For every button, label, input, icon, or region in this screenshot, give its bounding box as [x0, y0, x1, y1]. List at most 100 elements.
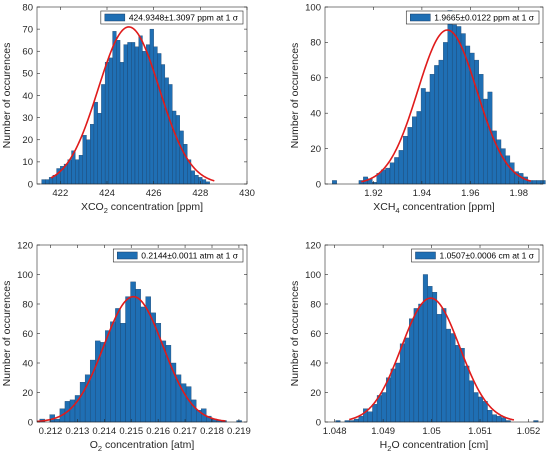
histogram-bar: [404, 337, 410, 423]
y-tick-label: 50: [22, 69, 33, 80]
histogram-bar: [412, 116, 417, 185]
x-tick-label: 1.94: [413, 188, 432, 199]
histogram-bar: [179, 130, 184, 185]
legend-box: [112, 248, 244, 263]
x-tick-labels: 422 424 426 428 430: [52, 188, 255, 199]
histogram-bar: [183, 144, 188, 185]
y-tick-label: 20: [310, 388, 321, 399]
legend: 1.9665±0.0122 ppm at 1 σ: [405, 10, 540, 25]
histogram-bar: [455, 345, 461, 423]
x-axis-label-main: XCO: [81, 201, 104, 213]
histogram-bar: [473, 392, 479, 423]
histogram-bar: [443, 42, 448, 185]
histogram-bar: [509, 162, 515, 185]
histogram-bar: [505, 155, 511, 185]
legend-swatch: [410, 13, 431, 22]
histogram-bar: [164, 77, 169, 185]
histogram-bar: [418, 303, 424, 423]
y-tick-label: 40: [310, 109, 321, 120]
histogram-bar: [190, 170, 195, 185]
histogram-bar: [97, 113, 102, 185]
histogram-bar: [153, 46, 158, 185]
x-tick-label: 1.96: [461, 188, 480, 199]
panel-h2o: 1.048 1.049 1.05 1.051 1.052 0 20 40 60 80 100 120…: [289, 240, 544, 453]
y-tick-label: 0: [28, 417, 33, 428]
histogram-bar: [450, 333, 456, 423]
histogram-bar: [185, 386, 192, 423]
x-tick-label: 1.98: [510, 188, 529, 199]
legend-text: 424.9348±1.3097 ppm at 1 σ: [129, 13, 239, 23]
histogram-bar: [358, 415, 364, 423]
y-tick-label: 40: [22, 91, 33, 102]
legend-text: 1.9665±0.0122 ppm at 1 σ: [434, 13, 534, 23]
histogram-bar: [409, 318, 415, 423]
histogram-bar: [381, 392, 387, 423]
histogram-bar: [385, 167, 391, 185]
x-tick-label: 1.052: [517, 426, 541, 437]
x-tick-label: 0.217: [173, 426, 197, 437]
y-tick-label: 60: [310, 329, 321, 340]
histogram-bar: [451, 24, 457, 185]
histogram-bar: [464, 365, 470, 423]
panel-o2: 0.212 0.213 0.214 0.215 0.216 0.217 0.218 0.219…: [1, 240, 251, 453]
histogram-bar: [120, 323, 126, 423]
x-tick-label: 1.92: [364, 188, 383, 199]
histogram-bar: [403, 136, 408, 185]
legend-box: [100, 10, 244, 25]
x-tick-label: 0.218: [200, 426, 224, 437]
panel-xch4: 1.92 1.94 1.96 1.98 0 20 40 60 80 100 XCH4 conce…: [289, 2, 546, 215]
x-tick-label: 1.048: [323, 426, 347, 437]
histogram-bar: [425, 91, 431, 185]
legend-text: 0.2144±0.0011 atm at 1 σ: [141, 251, 238, 261]
histogram-bar: [416, 111, 422, 185]
histogram-bar: [90, 124, 95, 185]
gaussian-fit-curve: [36, 295, 226, 423]
x-tick-label: 426: [146, 188, 162, 199]
histogram-bar: [536, 180, 542, 185]
histogram-bar: [531, 180, 537, 185]
y-tick-label: 80: [310, 299, 321, 310]
x-axis-label-subscript: 2: [104, 206, 108, 215]
histogram-bar: [445, 328, 451, 423]
histogram-bar: [422, 274, 428, 423]
histogram-bar: [482, 401, 488, 423]
histogram-bar: [478, 74, 484, 185]
y-tick-labels: 0 20 40 60 80 100 120: [305, 240, 321, 428]
histogram-bar: [149, 28, 154, 185]
y-tick-label: 30: [22, 113, 33, 124]
histogram-bar: [135, 289, 141, 423]
y-tick-label: 100: [305, 270, 321, 281]
y-tick-label: 120: [17, 240, 33, 251]
histogram-bar: [205, 181, 210, 185]
histogram-bar: [367, 411, 373, 423]
histogram-bar: [434, 65, 440, 185]
x-tick-label: 0.215: [119, 426, 143, 437]
histogram-bar: [202, 179, 207, 185]
legend-swatch: [104, 13, 126, 22]
x-axis-label-subscript: 2: [387, 444, 391, 453]
x-tick-label: 0.213: [65, 426, 89, 437]
histogram-bar: [95, 340, 101, 423]
histogram-bar: [108, 57, 113, 185]
histogram-bar: [125, 296, 131, 423]
histogram-bar: [380, 169, 386, 185]
x-tick-label: 1.049: [371, 426, 395, 437]
y-tick-label: 10: [22, 157, 33, 168]
histogram-bar: [372, 404, 378, 423]
histogram-bar: [389, 162, 395, 185]
histogram-bar: [390, 368, 396, 423]
legend: 424.9348±1.3097 ppm at 1 σ: [100, 10, 244, 25]
histogram-bar: [194, 174, 199, 185]
y-tick-label: 40: [22, 358, 33, 369]
histogram-bar: [413, 308, 419, 423]
y-tick-label: 0: [316, 179, 321, 190]
x-axis-label-main: O: [90, 439, 98, 451]
legend: 0.2144±0.0011 atm at 1 σ: [112, 248, 244, 263]
x-tick-label: 1.051: [468, 426, 492, 437]
histogram-bar: [146, 44, 151, 185]
y-tick-label: 0: [316, 417, 321, 428]
histogram-bar: [142, 51, 147, 185]
x-tick-label: 424: [99, 188, 115, 199]
histogram-bar: [468, 380, 474, 423]
y-tick-label: 20: [22, 135, 33, 146]
